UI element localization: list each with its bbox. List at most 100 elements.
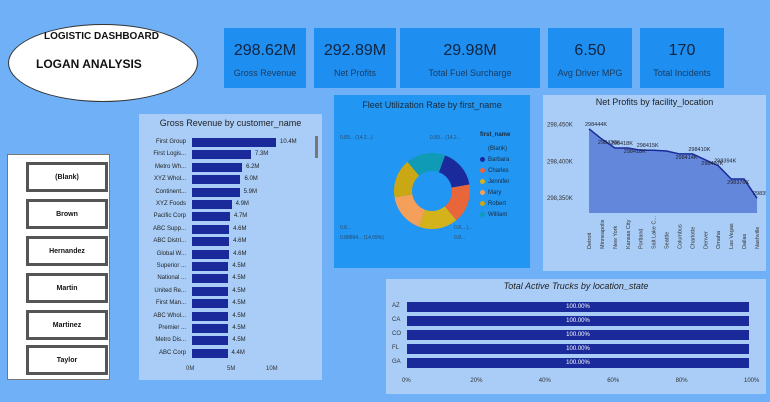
legend-item[interactable]: William [480, 209, 509, 220]
x-tick: Charlotte [690, 227, 696, 249]
bar[interactable] [192, 311, 229, 321]
bar[interactable] [192, 187, 240, 197]
donut-chart [394, 153, 470, 229]
bar[interactable] [192, 212, 230, 222]
bar-row[interactable]: National ... 4.5M [139, 274, 314, 285]
kpi-fuel-surcharge[interactable]: 29.98M Total Fuel Surcharge [400, 28, 540, 88]
x-tick: Columbus [677, 224, 683, 249]
legend-item[interactable]: (Blank) [480, 143, 509, 154]
data-label: 298418K [624, 149, 646, 155]
bar[interactable] [192, 324, 229, 333]
bar-row[interactable]: Global W... 4.6M [139, 249, 314, 261]
bar-value-label: 6.2M [246, 163, 260, 170]
driver-slicer: (Blank) Brown Hernandez Martin Martinez … [7, 154, 110, 380]
bar[interactable] [192, 200, 232, 209]
kpi-driver-mpg[interactable]: 6.50 Avg Driver MPG [548, 28, 632, 88]
bar-row[interactable]: Superior ... 4.5M [139, 262, 314, 273]
slice-label: 0.8... [454, 235, 466, 241]
bar-row[interactable]: XYZ Whol... 6.0M [139, 175, 314, 186]
area-line [588, 128, 758, 199]
slicer-item-martin[interactable]: Martin [26, 273, 108, 303]
kpi-value: 29.98M [443, 42, 497, 59]
x-tick: Las Vegas [729, 223, 735, 249]
bar[interactable] [192, 237, 230, 247]
bar-value-label: 4.6M [233, 225, 247, 232]
bar-value-label: 10.4M [280, 139, 297, 145]
bar-value-label: 4.6M [233, 238, 247, 245]
slicer-item-blank[interactable]: (Blank) [26, 162, 108, 192]
bar-row[interactable]: Metro Wh... 6.2M [139, 162, 314, 174]
bar-row[interactable]: ABC Supp... 4.6M [139, 224, 314, 236]
bar[interactable] [192, 138, 276, 147]
bar[interactable] [192, 162, 243, 172]
legend-item[interactable]: Mary [480, 187, 509, 198]
donut-slice [394, 161, 420, 198]
slicer-item-martinez[interactable]: Martinez [26, 310, 108, 340]
category-label: Premier ... [158, 325, 186, 331]
scrollbar[interactable] [315, 136, 318, 158]
kpi-label: Total Incidents [653, 68, 711, 78]
bar-row[interactable]: First Logis... 7.3M [139, 150, 314, 161]
slicer-item-hernandez[interactable]: Hernandez [26, 236, 108, 266]
x-tick: Denver [703, 231, 709, 249]
bar[interactable] [192, 249, 230, 259]
bar-row[interactable]: First Group 10.4M [139, 138, 314, 149]
bar-row[interactable]: CO 100.00% [386, 329, 766, 341]
bar[interactable] [407, 344, 749, 354]
bar-row[interactable]: Premier ... 4.5M [139, 324, 314, 335]
bar-row[interactable]: First Man... 4.5M [139, 299, 314, 310]
bar-value-label: 4.4M [231, 349, 245, 356]
bar-row[interactable]: XYZ Foods 4.9M [139, 200, 314, 211]
bar-row[interactable]: Continent... 5.9M [139, 187, 314, 199]
bar[interactable] [192, 274, 229, 284]
bar-value-label: 100.00% [566, 304, 590, 310]
legend-item[interactable]: Charles [480, 165, 509, 176]
bar[interactable] [407, 302, 749, 312]
bar[interactable] [407, 358, 749, 368]
kpi-gross-revenue[interactable]: 298.62M Gross Revenue [224, 28, 306, 88]
slicer-item-brown[interactable]: Brown [26, 199, 108, 229]
x-tick: 10M [266, 366, 278, 372]
bar-row[interactable]: CA 100.00% [386, 315, 766, 327]
kpi-total-incidents[interactable]: 170 Total Incidents [640, 28, 724, 88]
bar-row[interactable]: ABC Whol... 4.5M [139, 311, 314, 323]
x-tick: 0% [402, 378, 411, 384]
legend-item[interactable]: Barbara [480, 154, 509, 165]
bar[interactable] [192, 175, 241, 185]
data-label: 298418K [611, 141, 633, 147]
bar[interactable] [407, 316, 749, 326]
bar-row[interactable]: AZ 100.00% [386, 301, 766, 313]
bar-row[interactable]: FL 100.00% [386, 343, 766, 355]
bar-row[interactable]: GA 100.00% [386, 357, 766, 369]
bar[interactable] [192, 224, 230, 234]
bar[interactable] [192, 299, 229, 309]
slicer-item-taylor[interactable]: Taylor [26, 345, 108, 375]
bar-row[interactable]: United Re... 4.5M [139, 286, 314, 298]
x-axis: 0% 20% 40% 60% 80% 100% [386, 378, 766, 388]
data-label: 298415K [637, 143, 659, 149]
bar[interactable] [192, 150, 251, 160]
bar[interactable] [192, 286, 229, 296]
bar[interactable] [407, 330, 749, 340]
bar-row[interactable]: Metro Dis... 4.5M [139, 336, 314, 347]
bar[interactable] [192, 348, 228, 358]
category-label: Pacific Corp [153, 213, 186, 220]
legend-item[interactable]: Robert [480, 198, 509, 209]
legend-label: Robert [488, 200, 507, 207]
x-tick: Omaha [716, 230, 722, 249]
legend-item[interactable]: Jennifer [480, 176, 509, 187]
kpi-value: 292.89M [323, 42, 387, 59]
category-label: FL [392, 345, 400, 351]
donut-slice [407, 153, 446, 176]
data-label: 298410K [688, 147, 710, 153]
category-label: ABC Distri... [153, 238, 186, 245]
bar[interactable] [192, 336, 229, 346]
kpi-label: Total Fuel Surcharge [428, 68, 512, 78]
slice-label: 0.89... (14.2... [430, 135, 461, 141]
title-ellipse [8, 24, 198, 102]
bar[interactable] [192, 262, 229, 271]
bar-row[interactable]: Pacific Corp 4.7M [139, 212, 314, 223]
bar-row[interactable]: ABC Distri... 4.6M [139, 237, 314, 248]
bar-row[interactable]: ABC Corp 4.4M [139, 348, 314, 360]
kpi-net-profits[interactable]: 292.89M Net Profits [314, 28, 396, 88]
